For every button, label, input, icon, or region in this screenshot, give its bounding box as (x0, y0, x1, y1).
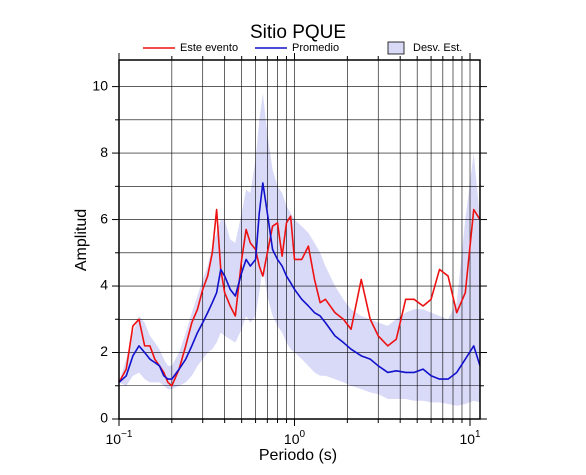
x-tick-label: 101 (459, 429, 481, 447)
y-axis-label: Amplitud (73, 209, 90, 271)
x-tick-exponent: 1 (475, 429, 481, 440)
legend-label: Promedio (292, 42, 339, 54)
y-tick-label: 6 (100, 210, 108, 226)
y-tick-label: 8 (100, 144, 108, 160)
plot-frame (118, 59, 481, 420)
legend-label: Este evento (180, 42, 238, 54)
y-tick-label: 4 (100, 277, 108, 293)
y-tick-label: 0 (100, 410, 108, 426)
chart-title: Sitio PQUE (250, 22, 346, 43)
series-line (118, 208, 481, 387)
legend-swatch (387, 41, 405, 55)
x-tick-label: 10−1 (106, 429, 133, 447)
x-tick-base: 10 (106, 431, 122, 447)
x-tick-base: 10 (284, 431, 300, 447)
x-tick-exponent: 0 (300, 429, 306, 440)
x-tick-label: 100 (284, 429, 306, 447)
x-tick-base: 10 (459, 431, 475, 447)
std-band (119, 93, 480, 406)
x-tick-exponent: −1 (121, 429, 133, 440)
x-axis-label: Periodo (s) (259, 447, 337, 464)
legend-label: Desv. Est. (413, 42, 462, 54)
y-tick-label: 2 (100, 343, 108, 359)
y-tick-label: 10 (92, 77, 108, 93)
series-line (118, 182, 481, 384)
